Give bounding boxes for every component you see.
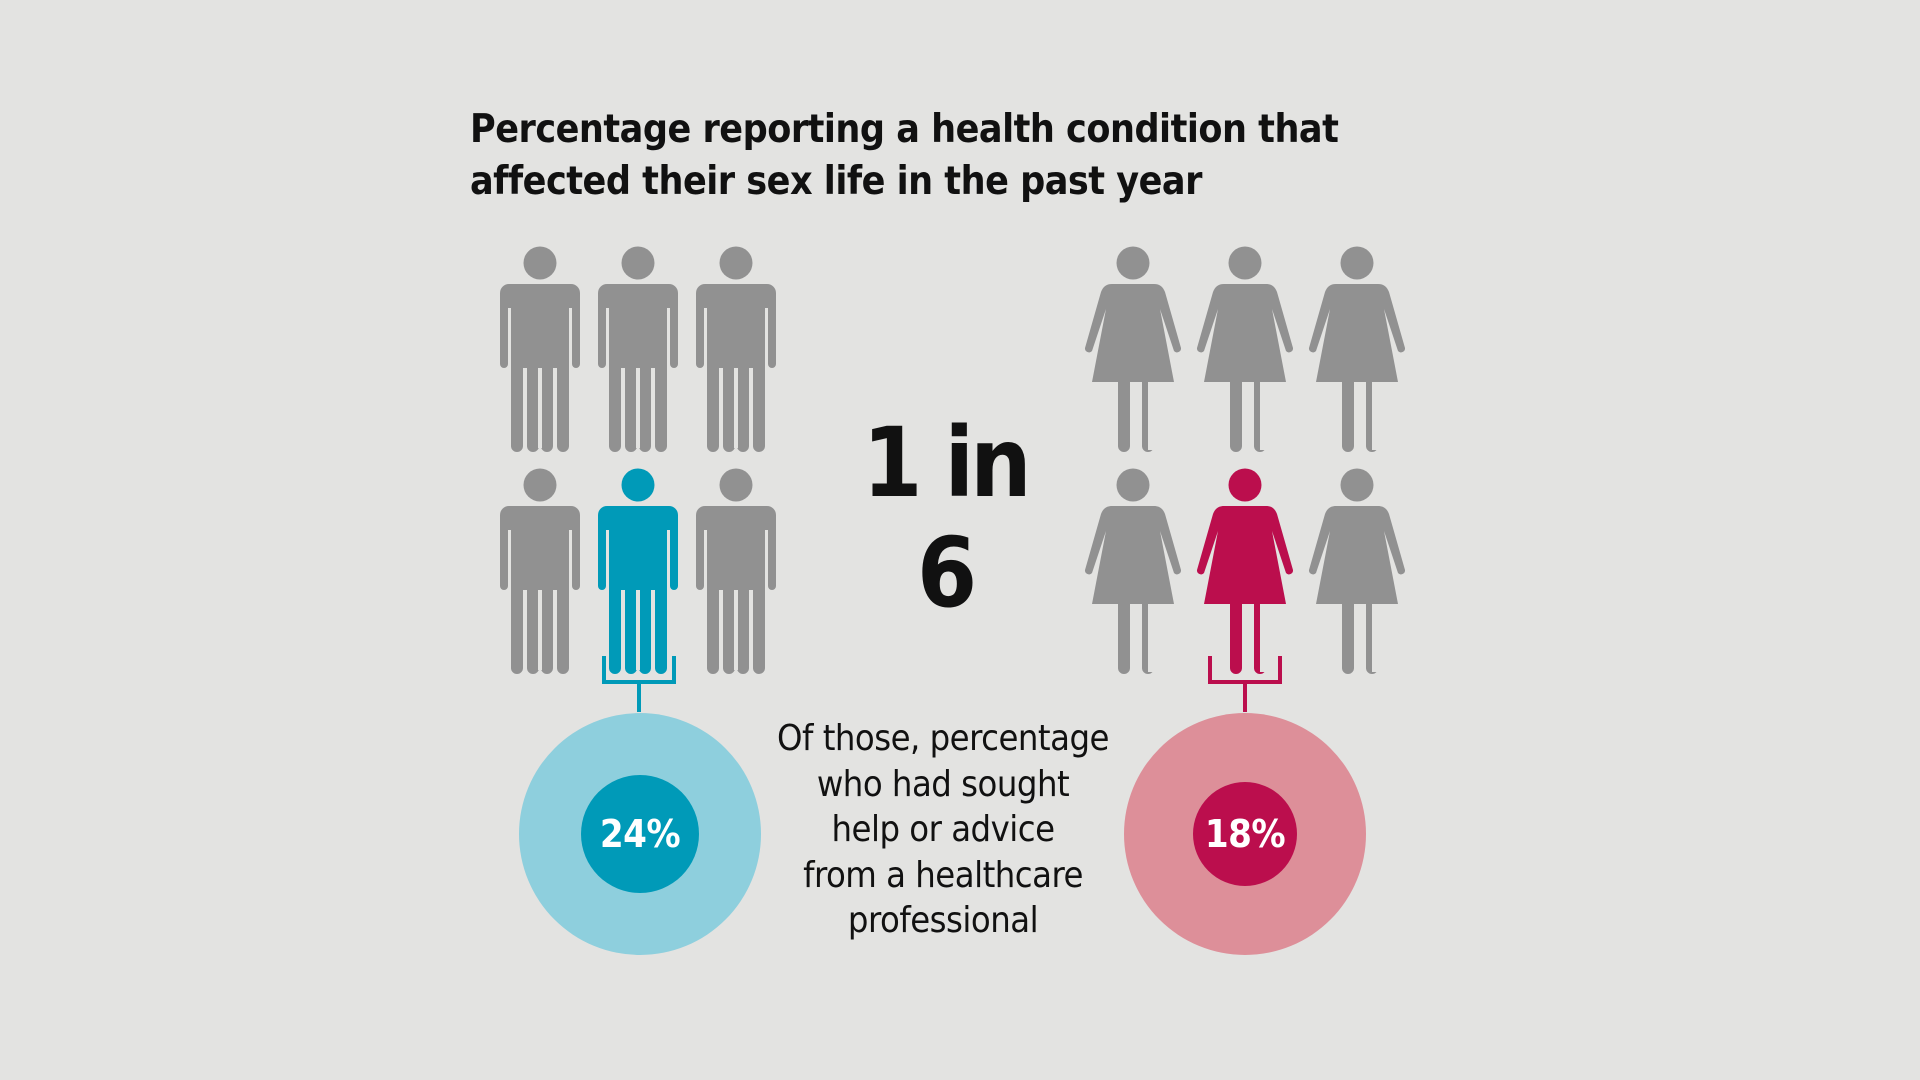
man-icon <box>500 246 580 452</box>
women-bracket-connector <box>1208 656 1282 712</box>
women-inner-circle <box>1193 782 1297 886</box>
woman-icon <box>1308 468 1406 674</box>
chart-title: Percentage reporting a health condition … <box>470 104 1450 208</box>
note-line-1: Of those, percentage <box>777 718 1109 759</box>
man-icon <box>598 246 678 452</box>
note-line-4: from a healthcare <box>803 854 1083 896</box>
ratio-value: 1 in 6 <box>862 407 1031 629</box>
man-icon <box>696 468 776 674</box>
note-line-2: who had sought <box>816 763 1070 805</box>
chart-title-line-2: affected their sex life in the past year <box>470 159 1202 204</box>
woman-icon <box>1084 246 1182 452</box>
highlighted-man-icon <box>598 468 678 674</box>
highlighted-woman-icon <box>1196 468 1294 674</box>
woman-icon <box>1084 468 1182 674</box>
woman-icon <box>1308 246 1406 452</box>
men-bracket-connector <box>602 656 676 712</box>
note-line-3: help or advice <box>831 809 1055 850</box>
man-icon <box>500 468 580 674</box>
chart-title-line-1: Percentage reporting a health condition … <box>470 107 1339 152</box>
man-icon <box>696 246 776 452</box>
men-percentage-label: 24% <box>599 812 681 856</box>
women-percentage-label: 18% <box>1204 812 1286 856</box>
woman-icon <box>1196 246 1294 452</box>
men-inner-circle <box>581 775 699 893</box>
help-seeking-note: Of those, percentage who had sought help… <box>740 716 1146 944</box>
note-line-5: professional <box>847 900 1039 941</box>
